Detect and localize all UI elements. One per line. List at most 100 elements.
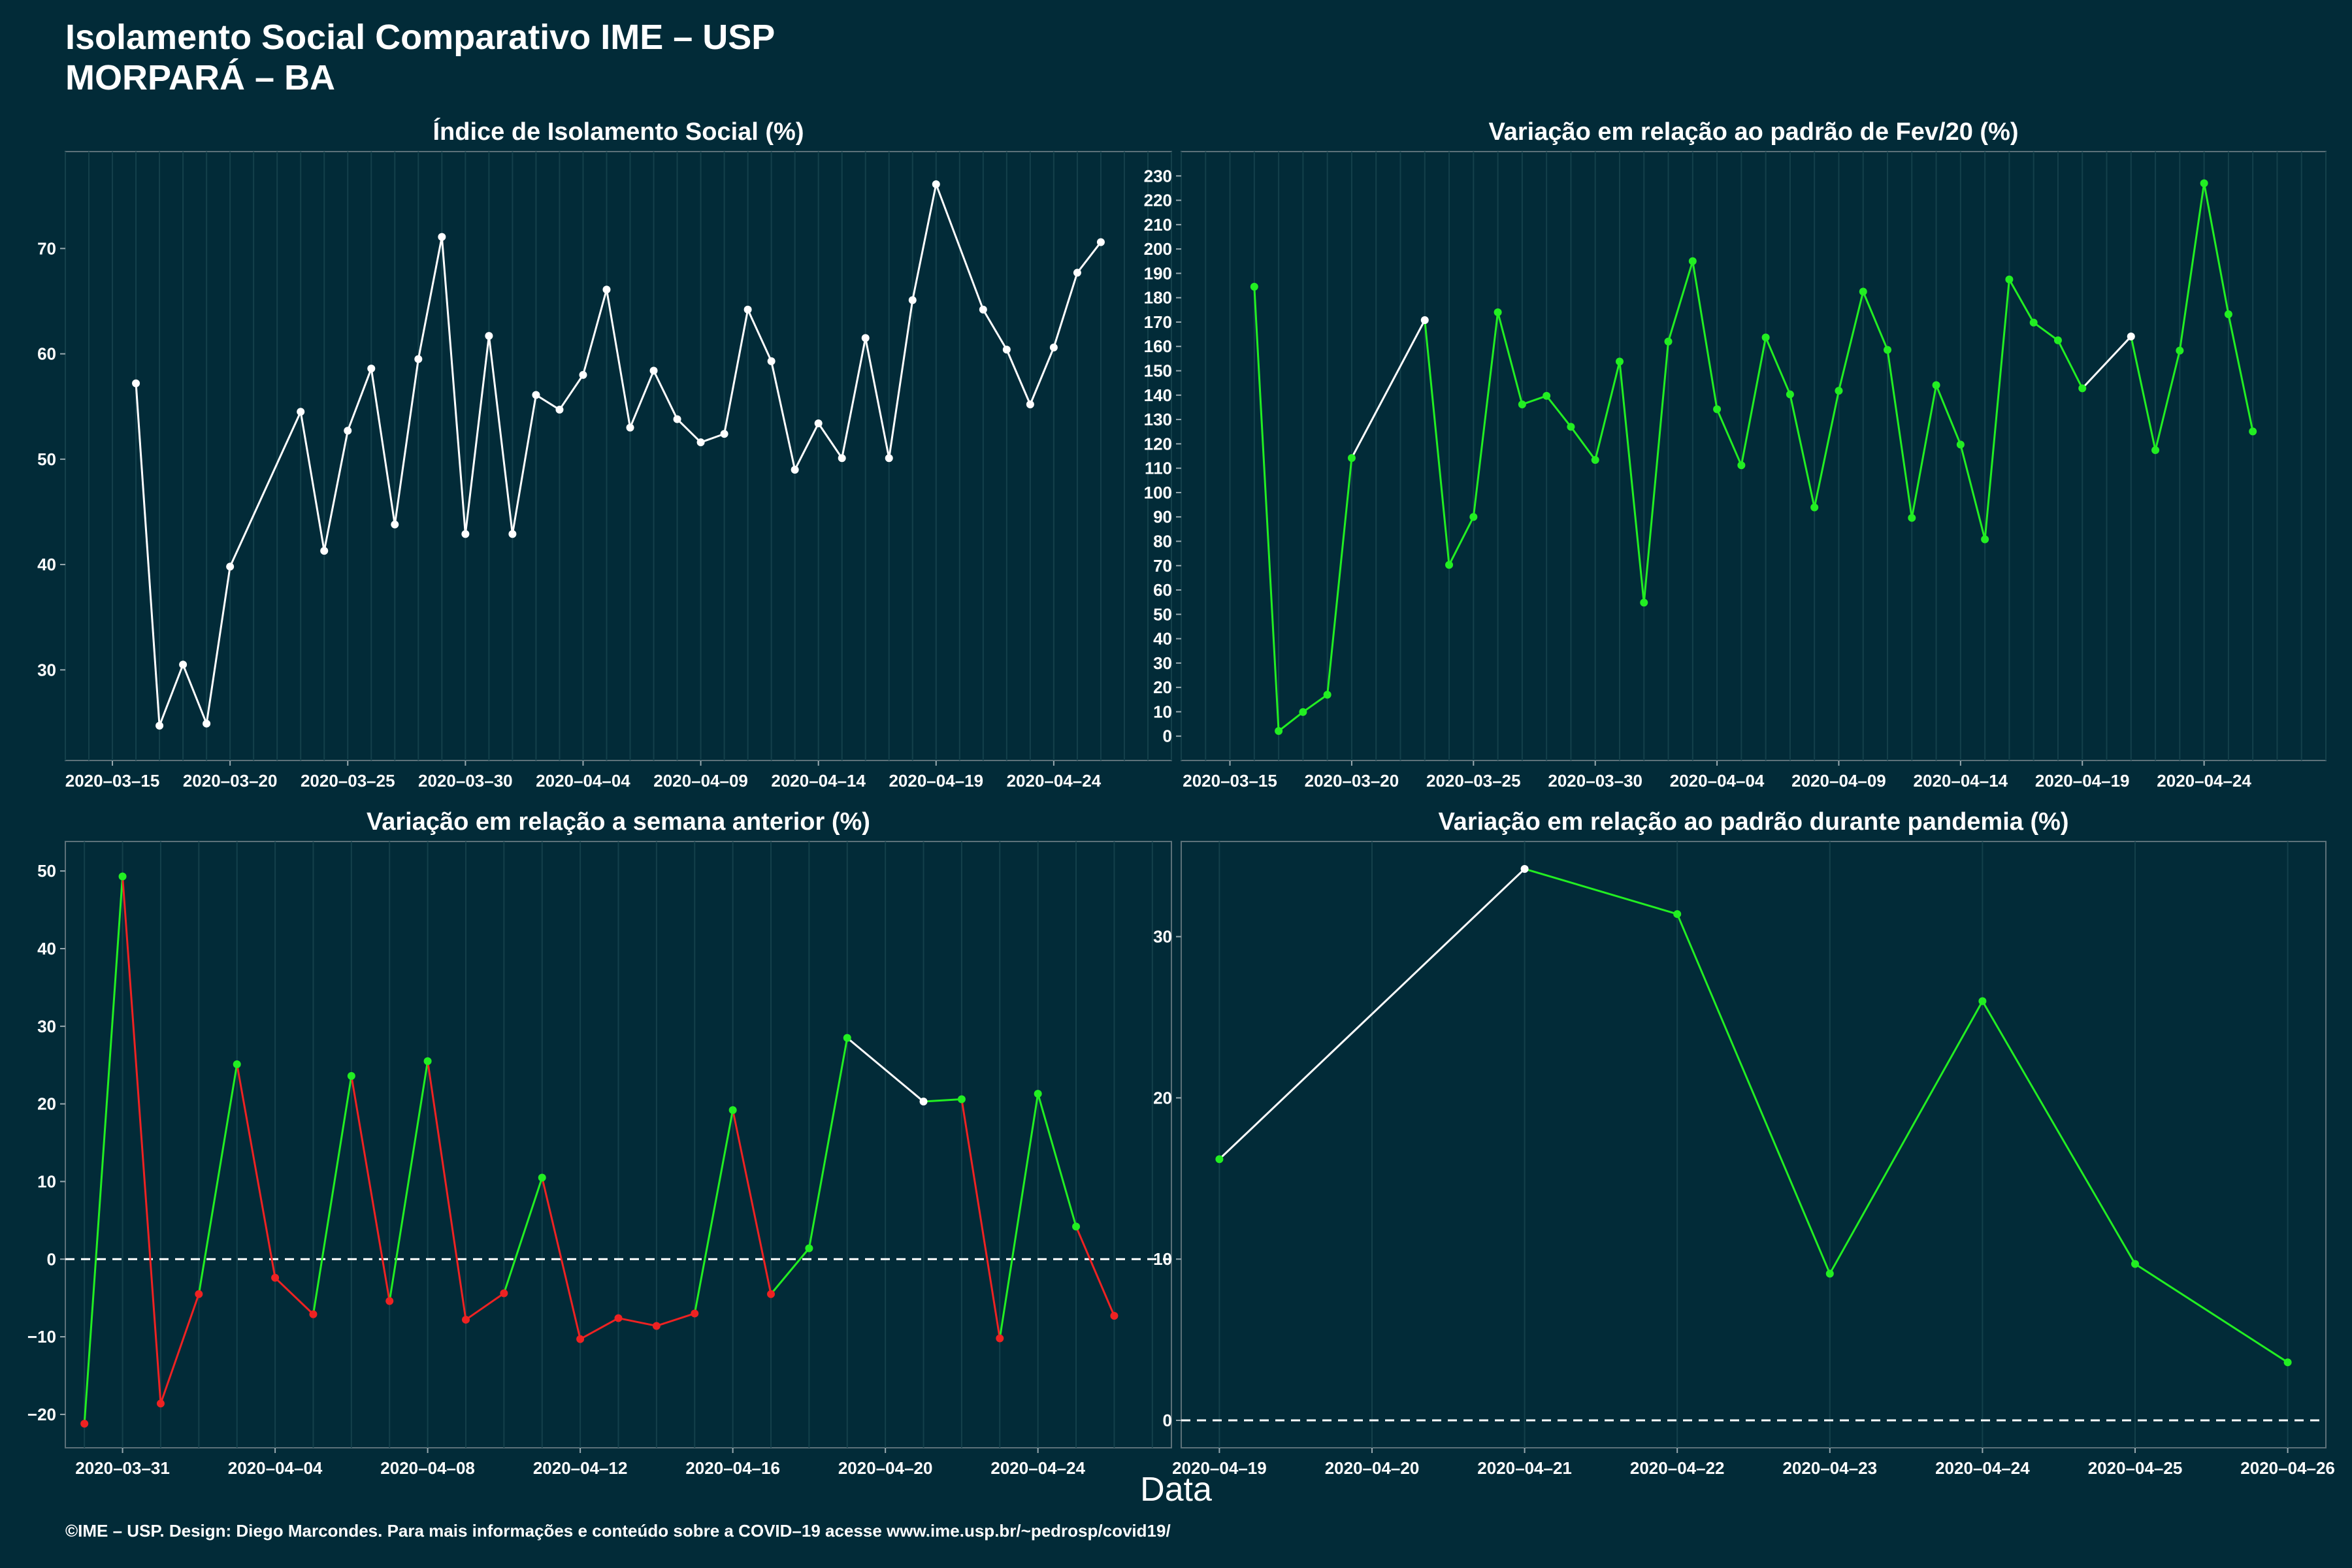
data-point — [1810, 503, 1819, 512]
x-tick-label: 2020–03–20 — [183, 771, 278, 791]
y-tick-label: 0 — [1163, 1411, 1172, 1430]
y-tick-label: 120 — [1144, 434, 1172, 453]
data-point — [767, 357, 776, 365]
series-segment — [1691, 261, 1718, 410]
x-axis-label: Data — [1140, 1471, 1212, 1509]
series-segment — [2203, 183, 2230, 315]
series-segment — [559, 374, 584, 410]
data-point — [919, 1098, 928, 1106]
data-point — [1494, 308, 1502, 317]
series-segment — [2033, 321, 2059, 342]
data-point — [1518, 400, 1526, 408]
series-segment — [1789, 394, 1816, 508]
series-segment — [197, 1064, 238, 1294]
series-segment — [1350, 319, 1426, 459]
series-segment — [1326, 457, 1353, 695]
x-tick-label: 2020–04–24 — [2157, 771, 2251, 791]
x-tick-label: 2020–04–16 — [685, 1458, 780, 1478]
data-point — [1859, 287, 1867, 296]
y-tick-label: 30 — [1153, 927, 1172, 947]
series-segment — [817, 423, 843, 459]
data-point — [1978, 997, 1987, 1005]
x-tick-label: 2020–03–20 — [1305, 771, 1399, 791]
data-point — [1049, 343, 1058, 351]
data-point — [1543, 391, 1551, 400]
series-segment — [693, 1109, 734, 1314]
x-tick-label: 2020–04–20 — [838, 1458, 933, 1478]
data-point — [576, 1335, 585, 1343]
x-tick-label: 2020–04–26 — [2240, 1458, 2335, 1478]
series-segment — [770, 1247, 810, 1295]
series-segment — [388, 1061, 429, 1301]
data-point — [673, 415, 681, 423]
data-point — [1664, 337, 1673, 346]
data-point — [320, 547, 329, 555]
x-tick-label: 2020–04–23 — [1782, 1458, 1877, 1478]
series-segment — [723, 309, 749, 434]
y-tick-label: 140 — [1144, 385, 1172, 405]
series-segment — [1982, 1000, 2136, 1265]
series-segment — [1959, 444, 1986, 540]
x-tick-label: 2020–04–04 — [1670, 771, 1765, 791]
x-tick-label: 2020–04–12 — [533, 1458, 628, 1478]
x-tick-label: 2020–04–20 — [1325, 1458, 1420, 1478]
data-point — [385, 1297, 394, 1305]
data-point — [179, 661, 188, 669]
series-segment — [580, 1317, 619, 1340]
series-segment — [656, 1313, 695, 1327]
data-point — [1347, 453, 1356, 462]
data-point — [908, 296, 917, 304]
data-point — [814, 419, 823, 428]
y-tick-label: 30 — [37, 660, 56, 679]
x-tick-label: 2020–04–22 — [1630, 1458, 1725, 1478]
data-point — [614, 1314, 623, 1322]
y-tick-label: 160 — [1144, 336, 1172, 356]
data-point — [1673, 910, 1682, 919]
series-segment — [1029, 347, 1055, 405]
y-tick-label: 100 — [1144, 483, 1172, 502]
series-segment — [1472, 312, 1499, 517]
data-point — [538, 1173, 546, 1182]
chart-title: Variação em relação a semana anterior (%… — [367, 808, 870, 836]
data-point — [347, 1071, 355, 1080]
chart-title: Índice de Isolamento Social (%) — [433, 117, 804, 146]
series-segment — [2130, 336, 2157, 451]
series-segment — [846, 1037, 924, 1103]
data-point — [414, 355, 423, 363]
data-point — [1932, 381, 1940, 389]
y-tick-label: 70 — [37, 238, 56, 258]
y-tick-label: 90 — [1153, 507, 1172, 527]
data-point — [1908, 514, 1916, 522]
series-segment — [1935, 384, 1962, 446]
y-tick-label: −10 — [27, 1327, 56, 1347]
series-segment — [2082, 335, 2132, 389]
series-segment — [1497, 312, 1524, 405]
data-point — [2200, 179, 2208, 188]
data-point — [1026, 400, 1034, 408]
x-tick-label: 2020–04–19 — [1172, 1458, 1267, 1478]
series-segment — [770, 361, 796, 470]
chart-title: Variação em relação ao padrão de Fev/20 … — [1488, 118, 2018, 146]
data-point — [423, 1057, 432, 1066]
x-tick-label: 2020–03–30 — [418, 771, 513, 791]
data-point — [2176, 346, 2184, 355]
data-point — [1567, 423, 1575, 431]
series-segment — [1740, 337, 1767, 466]
series-segment — [1522, 395, 1547, 406]
data-point — [1002, 346, 1011, 354]
series-segment — [1838, 291, 1865, 391]
data-point — [2029, 318, 2038, 327]
y-tick-label: 10 — [1153, 702, 1172, 721]
series-segment — [2178, 183, 2206, 351]
data-point — [1786, 390, 1794, 399]
y-tick-label: 110 — [1145, 459, 1172, 478]
series-segment — [1594, 361, 1621, 461]
y-tick-label: 50 — [37, 861, 56, 881]
data-point — [805, 1244, 813, 1252]
y-tick-label: 130 — [1144, 410, 1172, 429]
data-point — [1275, 727, 1283, 735]
series-segment — [2154, 350, 2181, 451]
data-point — [1323, 691, 1331, 699]
data-point — [132, 379, 140, 387]
y-tick-label: −20 — [27, 1405, 56, 1424]
